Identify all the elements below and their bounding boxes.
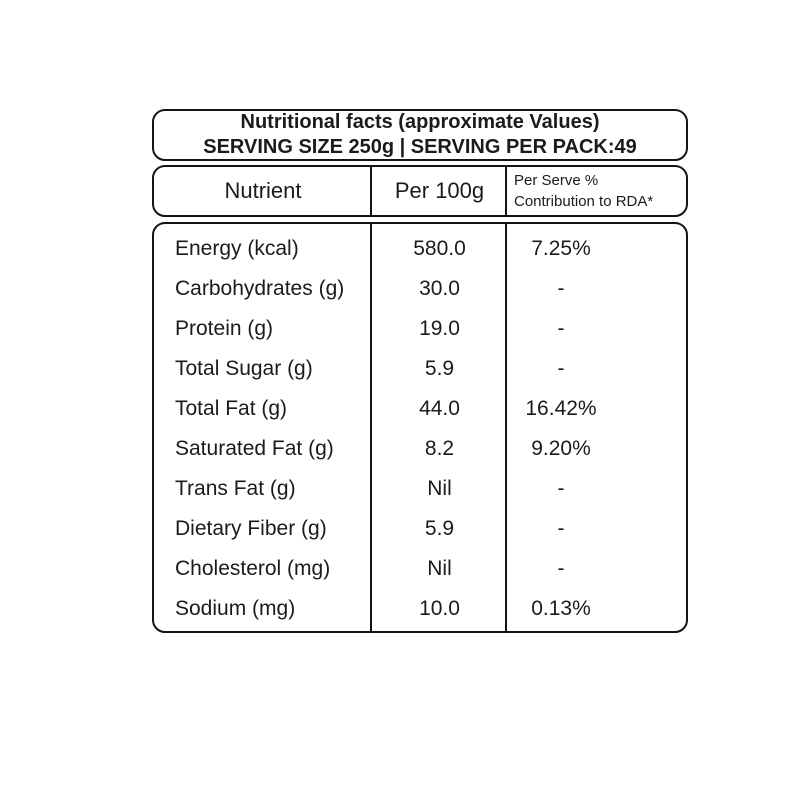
table-header-row: Nutrient Per 100g Per Serve % Contributi… — [152, 165, 688, 217]
per-100g-value: 19.0 — [419, 317, 460, 340]
table-row: Carbohydrates (g) 30.0 - — [154, 269, 686, 309]
rda-percent-value: 9.20% — [531, 437, 591, 460]
table-row: Cholesterol (mg) Nil - — [154, 549, 686, 589]
column-divider — [505, 224, 507, 631]
nutrient-name: Energy (kcal) — [175, 237, 299, 260]
table-row: Protein (g) 19.0 - — [154, 309, 686, 349]
table-row: Saturated Fat (g) 8.2 9.20% — [154, 429, 686, 469]
rda-percent-value: - — [557, 517, 565, 540]
per-100g-value: 5.9 — [424, 517, 455, 540]
rda-percent-value: - — [557, 557, 565, 580]
table-row: Energy (kcal) 580.0 7.25% — [154, 229, 686, 269]
column-header-rda: Per Serve % Contribution to RDA* — [507, 167, 686, 215]
title-box: Nutritional facts (approximate Values) S… — [152, 109, 688, 161]
rda-percent-value: 0.13% — [531, 597, 591, 620]
column-divider — [370, 224, 372, 631]
table-row: Trans Fat (g) Nil - — [154, 469, 686, 509]
per-100g-value: 8.2 — [424, 437, 455, 460]
rda-percent-value: - — [557, 317, 565, 340]
per-100g-value: Nil — [427, 477, 452, 500]
table-body: Energy (kcal) 580.0 7.25% Carbohydrates … — [152, 222, 688, 633]
nutrient-name: Carbohydrates (g) — [175, 277, 345, 300]
table-rows-container: Energy (kcal) 580.0 7.25% Carbohydrates … — [154, 229, 686, 629]
rda-percent-value: - — [557, 477, 565, 500]
column-header-nutrient: Nutrient — [224, 178, 302, 203]
table-row: Total Sugar (g) 5.9 - — [154, 349, 686, 389]
table-row: Sodium (mg) 10.0 0.13% — [154, 589, 686, 629]
table-row: Total Fat (g) 44.0 16.42% — [154, 389, 686, 429]
rda-percent-value: - — [557, 277, 565, 300]
per-100g-value: 5.9 — [424, 357, 455, 380]
nutrient-name: Saturated Fat (g) — [175, 437, 334, 460]
rda-percent-value: 7.25% — [531, 237, 591, 260]
serving-info: SERVING SIZE 250g | SERVING PER PACK:49 — [203, 136, 637, 158]
per-100g-value: 580.0 — [413, 237, 466, 260]
rda-percent-value: - — [557, 357, 565, 380]
rda-percent-value: 16.42% — [525, 397, 597, 420]
table-row: Dietary Fiber (g) 5.9 - — [154, 509, 686, 549]
column-header-rda-line1: Per Serve % — [514, 172, 599, 189]
column-divider — [370, 167, 372, 215]
nutrient-name: Cholesterol (mg) — [175, 557, 331, 580]
per-100g-value: 30.0 — [419, 277, 460, 300]
column-header-rda-line2: Contribution to RDA* — [514, 193, 654, 210]
column-header-per-100g: Per 100g — [394, 178, 485, 203]
nutrient-name: Protein (g) — [175, 317, 274, 340]
per-100g-value: 44.0 — [419, 397, 460, 420]
nutrient-name: Trans Fat (g) — [175, 477, 296, 500]
label-title: Nutritional facts (approximate Values) — [240, 111, 600, 133]
nutrient-name: Total Sugar (g) — [175, 357, 313, 380]
nutrient-name: Sodium (mg) — [175, 597, 296, 620]
column-divider — [505, 167, 507, 215]
nutrient-name: Total Fat (g) — [175, 397, 288, 420]
nutrient-name: Dietary Fiber (g) — [175, 517, 327, 540]
per-100g-value: 10.0 — [419, 597, 460, 620]
per-100g-value: Nil — [427, 557, 452, 580]
